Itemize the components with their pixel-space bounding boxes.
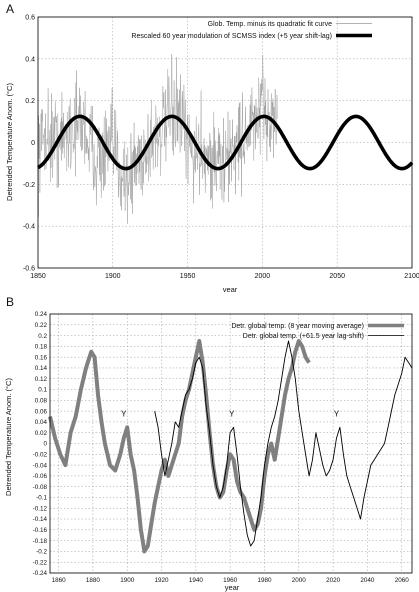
x-axis-label-b: year — [225, 583, 240, 592]
x-tick-label: 1960 — [223, 577, 238, 584]
x-tick-label: 1900 — [120, 577, 135, 584]
legend-label-a-2: Rescaled 60 year modulation of SCMSS ind… — [131, 33, 332, 40]
x-tick-label: 1880 — [86, 577, 101, 584]
panel-label-b: B — [6, 295, 14, 309]
x-tick-label: 2050 — [329, 273, 345, 280]
annotation-y-marker: Y — [334, 410, 340, 419]
y-tick-label: -0.04 — [33, 462, 48, 469]
y-tick-label: -0.6 — [23, 266, 35, 273]
legend-label-b-1: Detr. global temp. (8 year moving averag… — [231, 323, 364, 330]
chart-panel-b: B Detrended Temperature Anom. (°C) year … — [4, 295, 413, 592]
series-a — [37, 54, 414, 224]
x-tick-label: 1850 — [30, 273, 46, 280]
y-tick-label: 0.6 — [25, 15, 35, 22]
x-tick-label: 2100 — [404, 273, 419, 280]
y-tick-label: -0.24 — [33, 570, 48, 577]
x-tick-label: 1940 — [189, 577, 204, 584]
series-line-b-2 — [154, 340, 413, 547]
legend-label-b-2: Detr. global temp. (+61.5 year lag-shift… — [243, 333, 364, 340]
x-axis-label-a: year — [223, 285, 238, 292]
series-line-a-2 — [37, 114, 414, 171]
x-tick-label: 1920 — [155, 577, 170, 584]
y-tick-label: 0.2 — [38, 333, 47, 340]
y-tick-label: 0.14 — [35, 365, 48, 372]
ticks-b: 1860 1880 1900 1920 1940 1960 1980 2000 2020 2040… — [33, 311, 410, 584]
series-line-b-1 — [48, 339, 311, 554]
grid-a — [37, 16, 413, 269]
x-tick-label: 2060 — [395, 577, 410, 584]
y-tick-label: -0.02 — [33, 451, 48, 458]
y-tick-label: 0.22 — [35, 322, 48, 329]
y-tick-label: -0.18 — [33, 538, 48, 545]
y-tick-label: 0.18 — [35, 344, 48, 351]
ticks-a: 1850 1900 1950 2000 2050 2100 -0.6 -0.4 -0.2 0 0.2… — [23, 15, 419, 281]
y-tick-label: 0.16 — [35, 354, 48, 361]
y-tick-label: -0.14 — [33, 516, 48, 523]
y-tick-label: 0.08 — [35, 398, 48, 405]
x-tick-label: 1950 — [180, 273, 196, 280]
annotation-y-marker: Y — [229, 410, 235, 419]
y-tick-label: 0.02 — [35, 430, 48, 437]
y-tick-label: -0.12 — [33, 505, 48, 512]
plot-frame-a — [37, 16, 413, 269]
y-tick-label: 0.12 — [35, 376, 48, 383]
y-tick-label: -0.22 — [33, 559, 48, 566]
series-b — [48, 339, 413, 554]
y-tick-label: -0.2 — [23, 182, 35, 189]
x-tick-label: 1900 — [105, 273, 121, 280]
series-line-a-1 — [37, 54, 278, 224]
chart-panel-a: A Detrended Temperature Anom. (°C) year … — [5, 2, 419, 292]
y-tick-label: 0.4 — [25, 56, 35, 63]
y-tick-label: 0 — [31, 140, 35, 147]
y-tick-label: -0.06 — [33, 473, 48, 480]
panel-label-a: A — [6, 2, 14, 16]
x-tick-label: 2000 — [255, 273, 271, 280]
y-tick-label: 0.2 — [25, 98, 35, 105]
y-tick-label: 0.06 — [35, 408, 48, 415]
x-tick-label: 2000 — [292, 577, 307, 584]
y-axis-label-a: Detrended Temperature Anom. (°C) — [5, 83, 14, 201]
y-tick-label: -0.2 — [36, 549, 47, 556]
plot-frame-b — [49, 313, 413, 574]
x-tick-label: 2040 — [360, 577, 375, 584]
y-tick-label: 0.04 — [35, 419, 48, 426]
y-axis-label-b: Detrended Temperature Anom. (°C) — [4, 378, 13, 496]
x-tick-label: 1860 — [52, 577, 67, 584]
y-tick-label: -0.16 — [33, 527, 48, 534]
annotation-y-marker: Y — [121, 410, 127, 419]
x-tick-label: 1980 — [257, 577, 272, 584]
y-tick-label: -0.08 — [33, 484, 48, 491]
y-tick-label: 0 — [43, 441, 47, 448]
y-tick-label: -0.1 — [36, 495, 47, 502]
legend-b: Detr. global temp. (8 year moving averag… — [231, 323, 404, 340]
legend-a: Glob. Temp. minus its quadratic fit curv… — [131, 21, 372, 40]
legend-label-a-1: Glob. Temp. minus its quadratic fit curv… — [208, 21, 332, 28]
y-tick-label: 0.24 — [35, 311, 48, 318]
y-tick-label: 0.1 — [38, 387, 47, 394]
y-tick-label: -0.4 — [23, 224, 35, 231]
x-tick-label: 2020 — [326, 577, 341, 584]
